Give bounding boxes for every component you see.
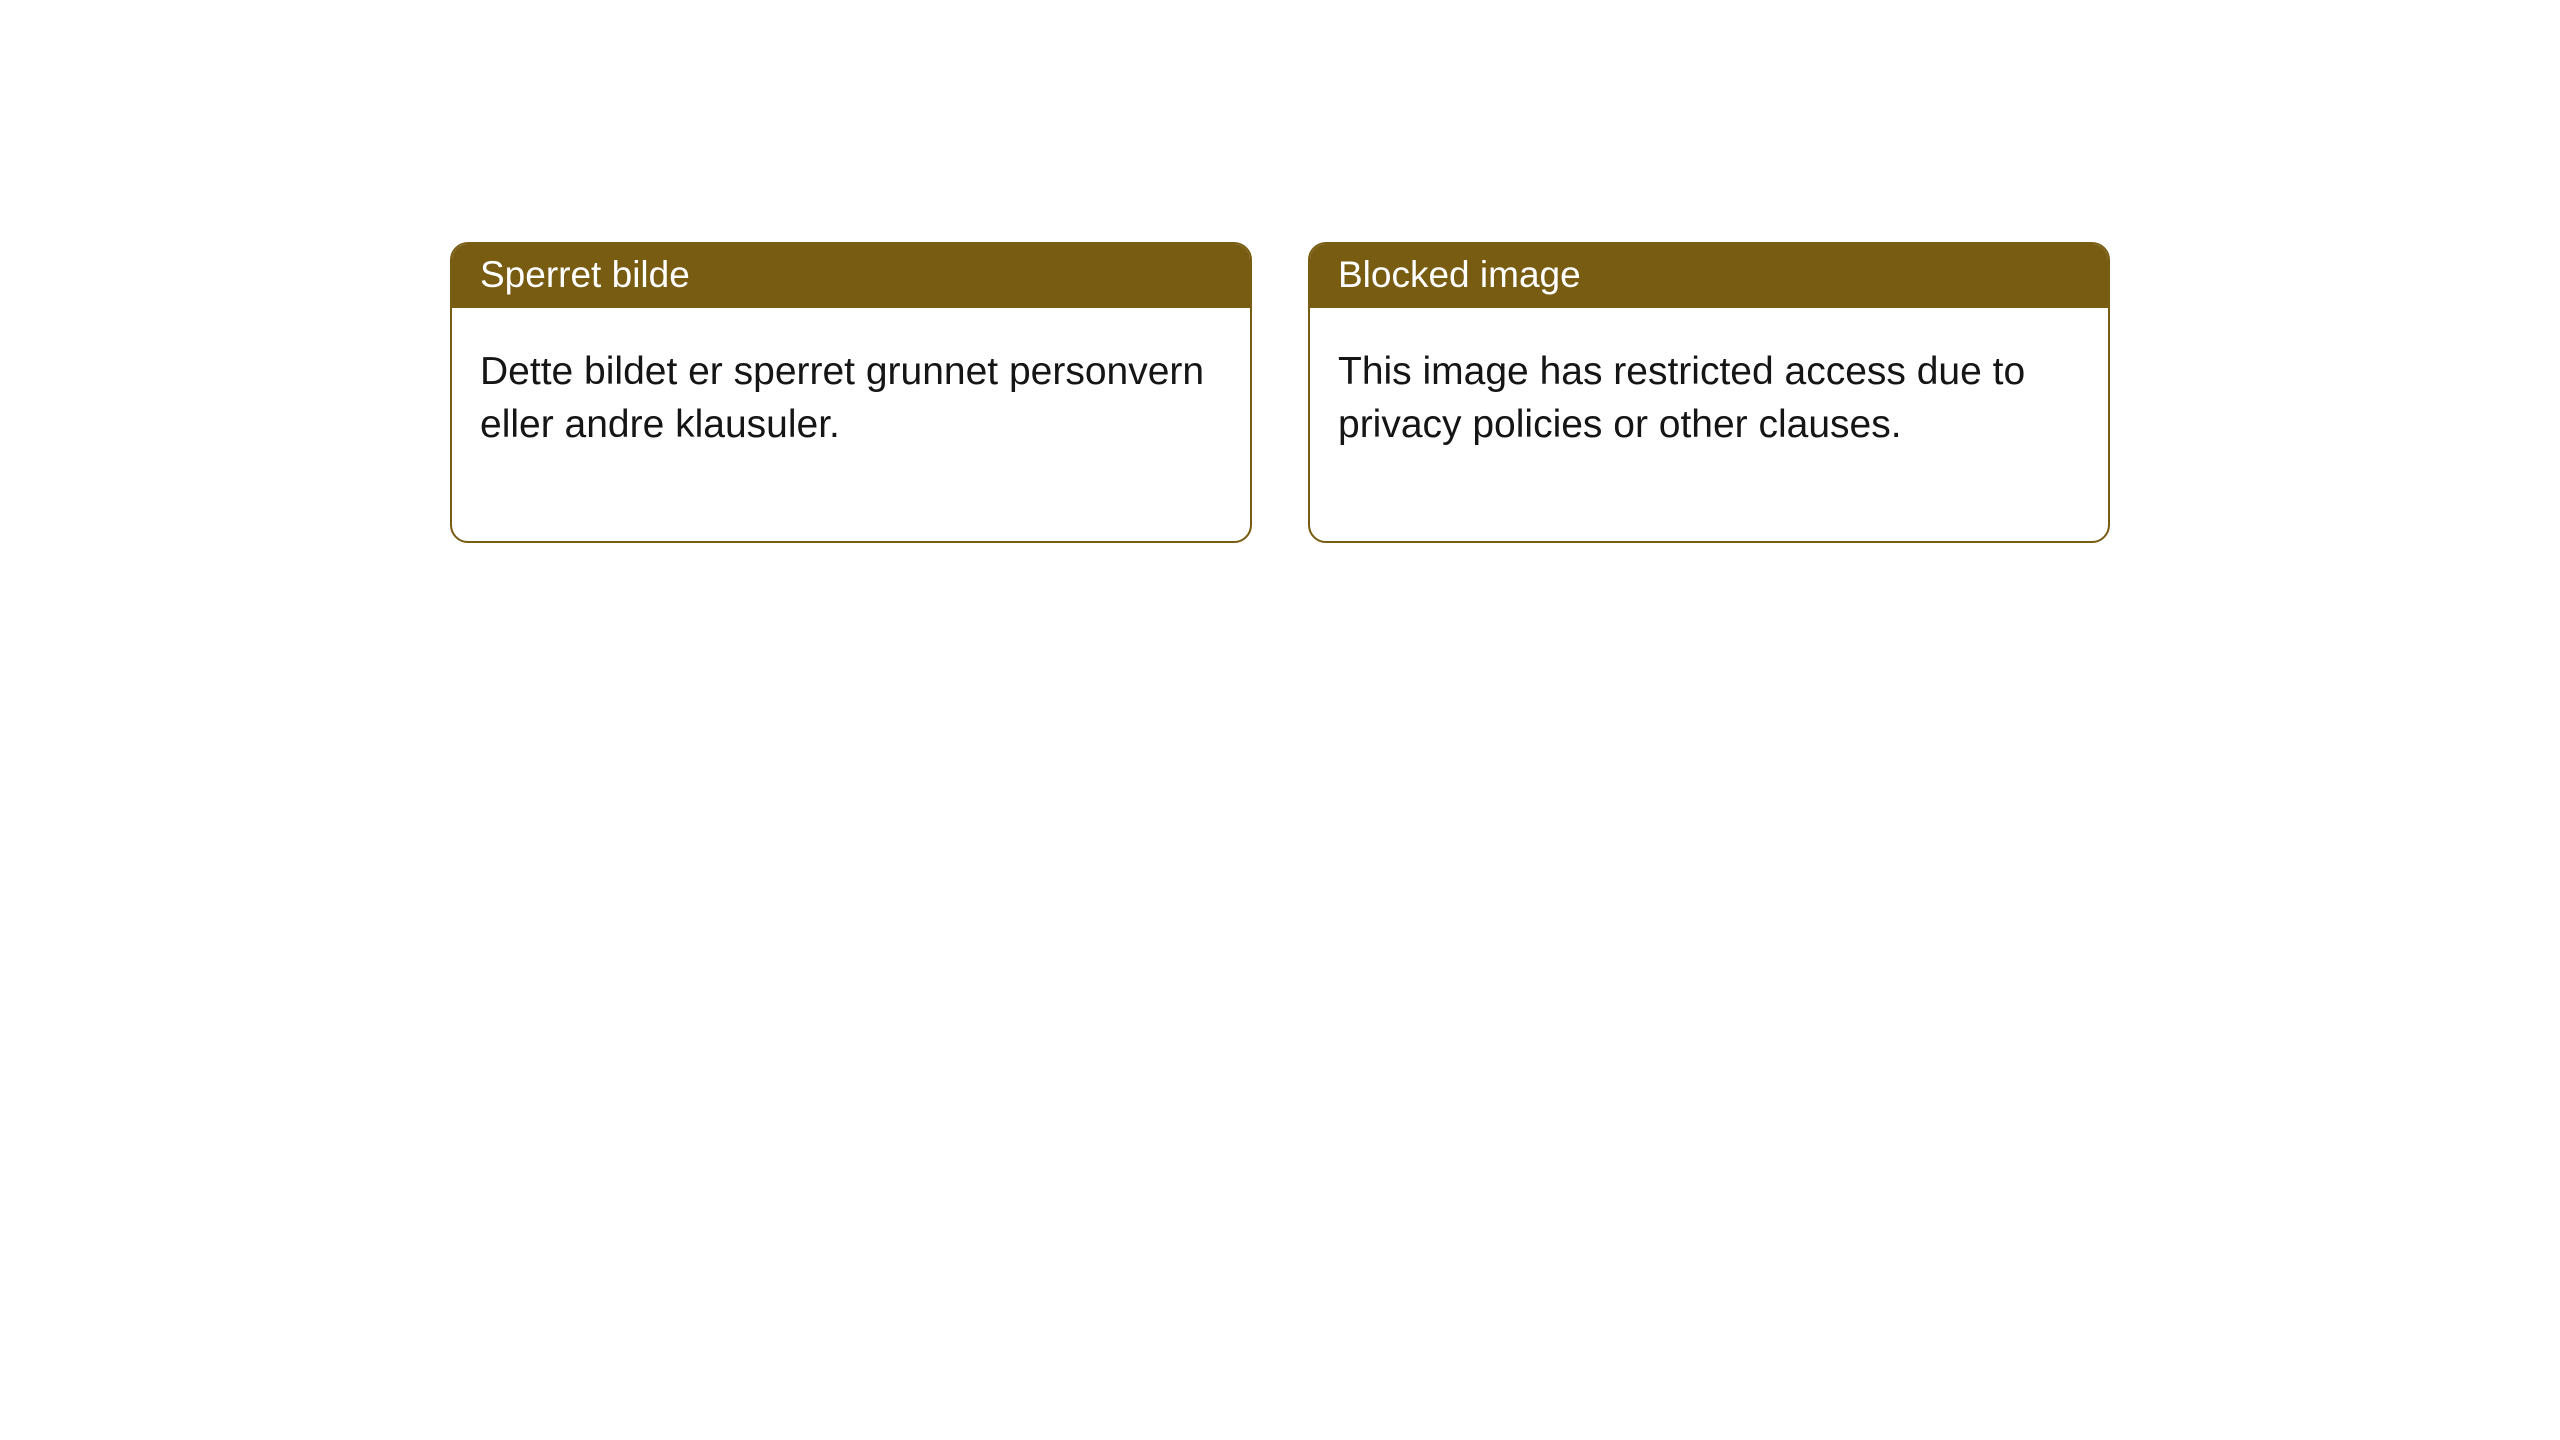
notice-card-english: Blocked image This image has restricted … xyxy=(1308,242,2110,543)
notice-card-header: Blocked image xyxy=(1310,244,2108,308)
notice-card-norwegian: Sperret bilde Dette bildet er sperret gr… xyxy=(450,242,1252,543)
notice-card-body: This image has restricted access due to … xyxy=(1310,308,2108,541)
notice-card-header: Sperret bilde xyxy=(452,244,1250,308)
notice-cards-row: Sperret bilde Dette bildet er sperret gr… xyxy=(0,0,2560,543)
notice-card-body: Dette bildet er sperret grunnet personve… xyxy=(452,308,1250,541)
